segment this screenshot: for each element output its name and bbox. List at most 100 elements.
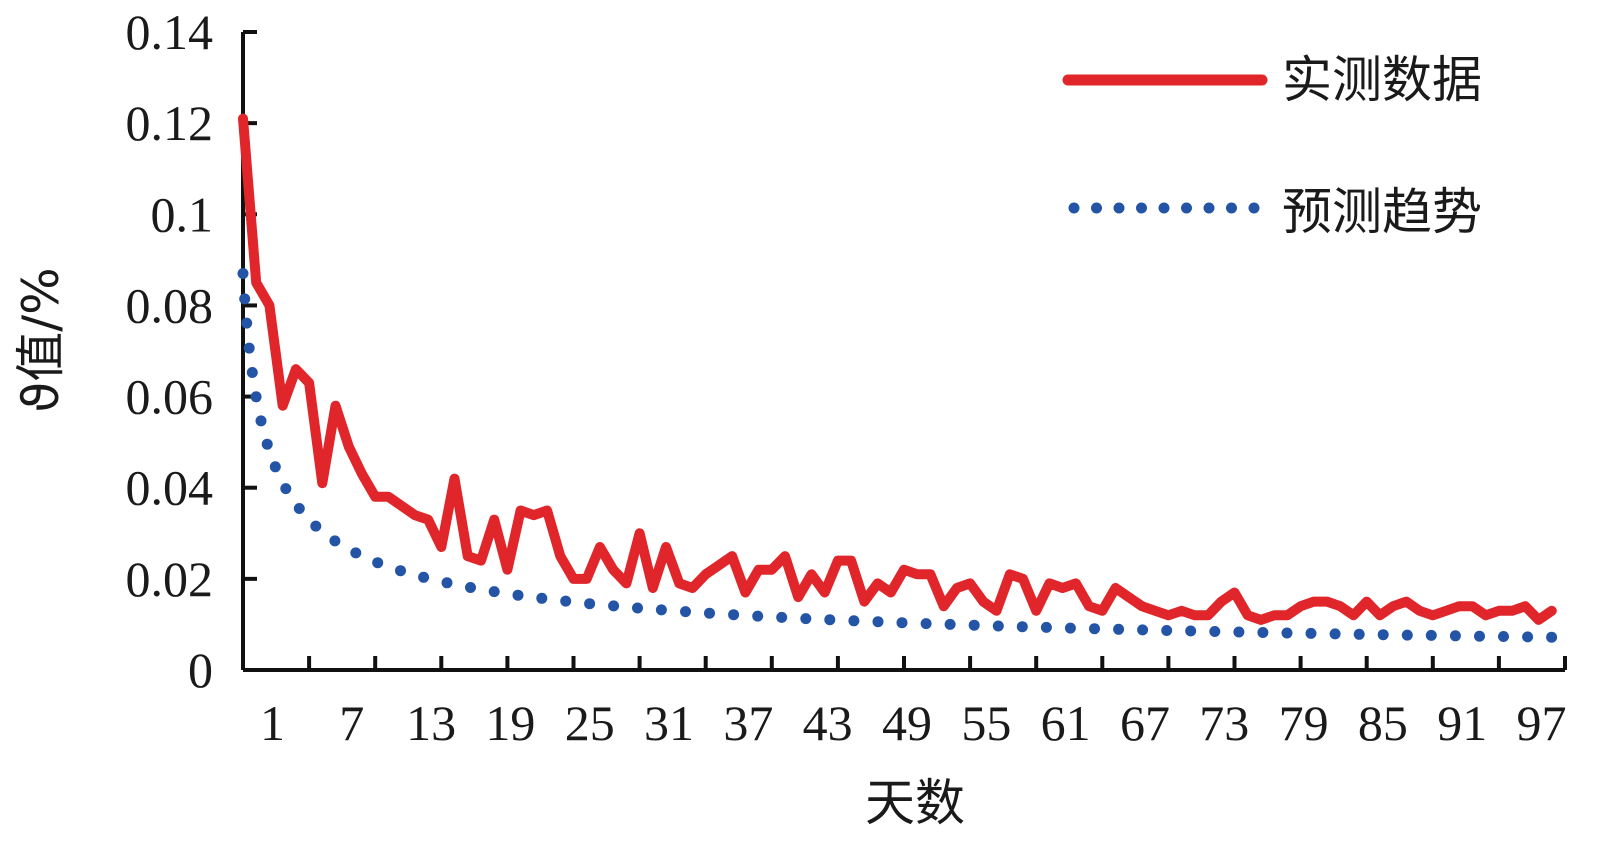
predicted-trend-point xyxy=(1113,623,1125,635)
predicted-trend-point xyxy=(896,617,908,629)
predicted-trend-point xyxy=(680,606,691,618)
predicted-trend-point xyxy=(1305,627,1317,639)
predicted-trend-point xyxy=(1474,630,1485,642)
predicted-trend-point xyxy=(824,614,836,626)
predicted-trend-point xyxy=(250,391,262,403)
predicted-trend-point xyxy=(269,461,281,473)
predicted-trend-point xyxy=(1449,630,1461,642)
x-axis-ticks: 1 7 13 19 25 31 37 43 49 55 61 67 73 79 85 91 97 xyxy=(241,656,1567,751)
predicted-trend-point xyxy=(560,595,572,607)
y-axis-ticks: 0 0.02 0.04 0.06 0.08 0.1 0.12 0.14 xyxy=(126,4,257,698)
y-tick-label: 0.06 xyxy=(126,369,214,425)
predicted-trend-point xyxy=(752,610,764,622)
x-tick-label: 85 xyxy=(1358,695,1408,751)
legend-dot xyxy=(1068,202,1080,214)
y-tick-label: 0.04 xyxy=(126,460,214,516)
x-tick-label: 91 xyxy=(1437,695,1487,751)
predicted-trend-point xyxy=(1425,629,1437,641)
legend-dot xyxy=(1136,202,1147,214)
predicted-trend-point xyxy=(441,577,453,589)
predicted-trend-point xyxy=(1353,628,1365,640)
predicted-trend-point xyxy=(237,268,249,279)
predicted-trend-point xyxy=(239,293,251,305)
predicted-trend-point xyxy=(488,586,500,598)
predicted-trend-point xyxy=(1401,629,1413,641)
predicted-trend-point xyxy=(920,618,932,630)
predicted-trend-point xyxy=(872,616,884,628)
predicted-trend-point xyxy=(1064,622,1076,634)
predicted-trend-point xyxy=(293,503,305,514)
predicted-trend-point xyxy=(1522,631,1534,643)
legend-label-predicted: 预测趋势 xyxy=(1282,183,1482,241)
predicted-trend-point xyxy=(1089,623,1100,635)
predicted-trend-point xyxy=(728,609,740,621)
x-tick-label: 31 xyxy=(644,695,694,751)
x-tick-label: 43 xyxy=(803,695,853,751)
x-tick-label: 7 xyxy=(339,695,364,751)
y-tick-label: 0 xyxy=(188,642,213,698)
x-tick-label: 49 xyxy=(882,695,932,751)
x-tick-label: 61 xyxy=(1041,695,1091,751)
predicted-trend-point xyxy=(246,367,258,378)
predicted-trend-point xyxy=(848,615,860,627)
predicted-trend-point xyxy=(261,438,273,450)
y-tick-label: 0.08 xyxy=(126,277,214,333)
predicted-trend-point xyxy=(465,582,476,593)
predicted-trend-point xyxy=(800,613,812,625)
predicted-trend-point xyxy=(1137,624,1149,636)
x-tick-label: 55 xyxy=(961,695,1011,751)
predicted-trend-point xyxy=(1161,625,1173,636)
predicted-trend-point xyxy=(243,342,255,354)
predicted-trend-point xyxy=(776,611,788,623)
y-tick-label: 0.14 xyxy=(126,4,214,60)
legend-dot xyxy=(1248,202,1260,214)
predicted-trend-point xyxy=(608,600,620,612)
predicted-trend-point xyxy=(1281,627,1293,639)
series-layer xyxy=(237,113,1558,643)
predicted-trend-point xyxy=(704,607,715,619)
x-tick-label: 67 xyxy=(1120,695,1170,751)
y-tick-label: 0.02 xyxy=(126,551,214,607)
legend-dot xyxy=(1113,202,1125,214)
predicted-trend-point xyxy=(632,602,643,614)
predicted-trend-point xyxy=(372,557,384,569)
x-tick-label: 79 xyxy=(1279,695,1329,751)
legend-dot xyxy=(1203,202,1215,214)
x-tick-label: 13 xyxy=(406,695,456,751)
y-tick-label: 0.1 xyxy=(151,186,214,242)
x-tick-label: 25 xyxy=(565,695,615,751)
predicted-trend-point xyxy=(655,604,667,616)
x-tick-label: 37 xyxy=(723,695,773,751)
predicted-trend-point xyxy=(992,620,1004,632)
predicted-trend-point xyxy=(944,618,956,630)
legend-dot xyxy=(1091,202,1102,214)
predicted-trend-point xyxy=(280,483,292,495)
legend-dot xyxy=(1181,202,1192,214)
predicted-trend-point xyxy=(584,598,596,610)
predicted-trend-point xyxy=(418,571,430,583)
predicted-trend-point xyxy=(1377,629,1389,641)
predicted-trend-point xyxy=(1498,631,1509,642)
predicted-trend-point xyxy=(1185,625,1197,637)
predicted-trend-point xyxy=(512,589,524,601)
predicted-trend-point xyxy=(350,547,362,559)
predicted-trend-point xyxy=(1016,621,1028,633)
predicted-trend-point xyxy=(1546,631,1558,643)
predicted-trend-point xyxy=(536,592,548,604)
predicted-trend-point xyxy=(1209,626,1221,637)
x-tick-label: 19 xyxy=(485,695,535,751)
predicted-trend-point xyxy=(968,619,980,631)
legend-label-measured: 实测数据 xyxy=(1282,51,1482,109)
predicted-trend-point xyxy=(1040,621,1052,633)
legend-dot xyxy=(1226,202,1237,214)
predicted-trend-point xyxy=(241,317,253,329)
legend-swatch-predicted xyxy=(1068,202,1260,214)
x-axis-title: 天数 xyxy=(865,774,965,832)
y-tick-label: 0.12 xyxy=(126,95,214,151)
x-tick-label: 73 xyxy=(1199,695,1249,751)
predicted-trend-point xyxy=(395,565,406,577)
legend: 实测数据 预测趋势 xyxy=(1062,51,1482,241)
predicted-trend-point xyxy=(1257,627,1269,638)
predicted-trend-point xyxy=(310,520,322,532)
